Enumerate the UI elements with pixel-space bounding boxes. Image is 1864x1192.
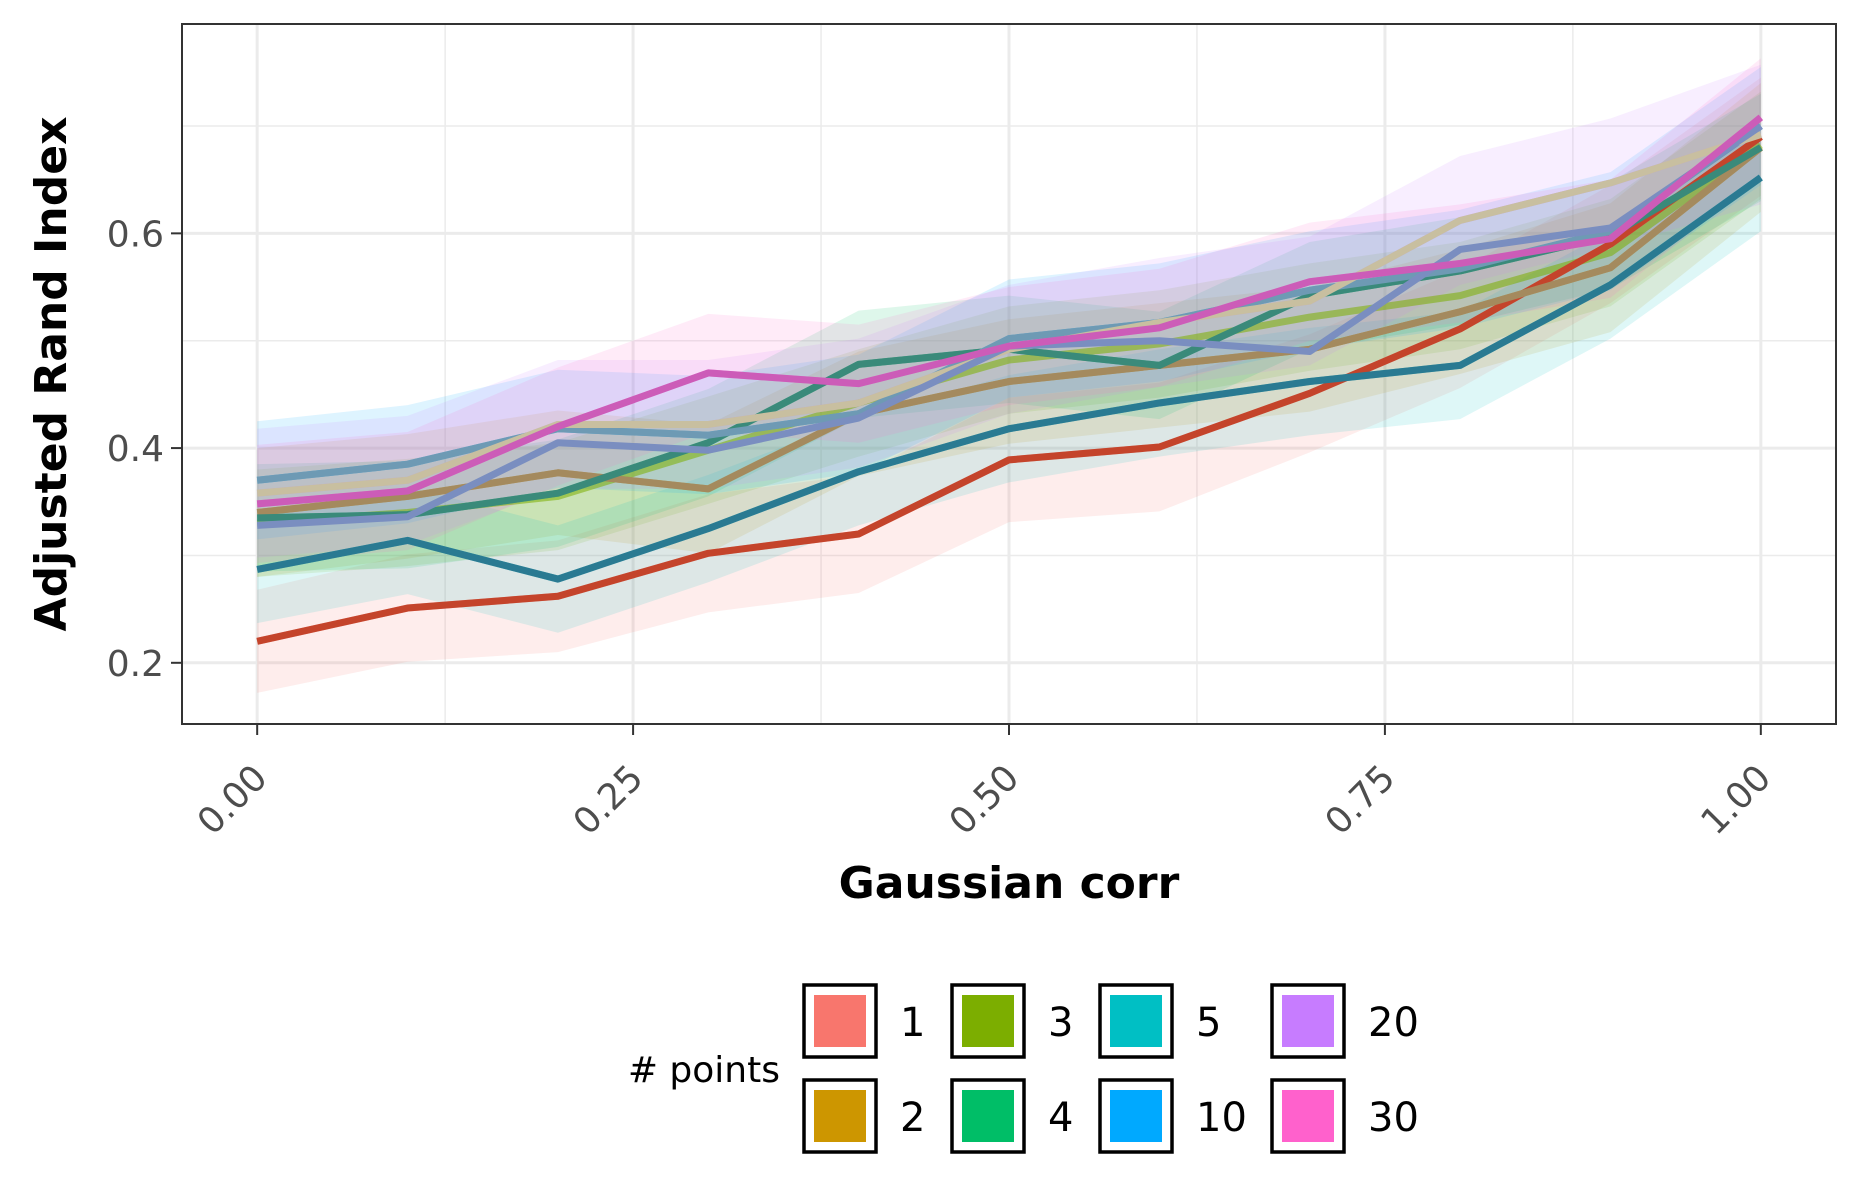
- legend-label-20: 20: [1368, 1000, 1419, 1046]
- y-tick-label: 0.2: [107, 644, 164, 685]
- legend-label-30: 30: [1368, 1095, 1419, 1141]
- legend-label-10: 10: [1196, 1095, 1247, 1141]
- legend-label-5: 5: [1196, 1000, 1221, 1046]
- legend-swatch-4: [962, 1090, 1014, 1142]
- legend-swatch-2: [814, 1090, 866, 1142]
- x-tick-label: 0.50: [942, 757, 1028, 843]
- x-axis-title: Gaussian corr: [839, 858, 1180, 909]
- legend-title: # points: [628, 1050, 780, 1091]
- y-tick-label: 0.4: [107, 429, 164, 470]
- legend-label-2: 2: [900, 1095, 925, 1141]
- blended-line-2: [256, 144, 1764, 516]
- blended-line-8: [256, 114, 1764, 508]
- legend-label-4: 4: [1048, 1095, 1073, 1141]
- y-axis-title: Adjusted Rand Index: [26, 117, 77, 632]
- legend-label-3: 3: [1048, 1000, 1073, 1046]
- legend-swatch-1: [814, 995, 866, 1047]
- x-tick-label: 0.75: [1318, 757, 1404, 843]
- x-tick-label: 0.00: [190, 757, 276, 843]
- legend-swatch-5: [1110, 995, 1162, 1047]
- legend-swatch-30: [1282, 1090, 1334, 1142]
- y-tick-label: 0.6: [107, 214, 164, 255]
- legend: # points 1 3 5 20 2 4 10 30: [628, 983, 1419, 1154]
- x-tick-label: 1.00: [1694, 757, 1780, 843]
- series-lines: [256, 114, 1764, 645]
- ribbon-4: [257, 93, 1761, 572]
- legend-swatch-3: [962, 995, 1014, 1047]
- legend-swatch-20: [1282, 995, 1334, 1047]
- ribbon-3: [257, 91, 1761, 577]
- ribbon-1: [257, 77, 1761, 693]
- blended-line-4: [256, 174, 1763, 583]
- legend-label-1: 1: [900, 1000, 925, 1046]
- x-tick-label: 0.25: [566, 757, 652, 843]
- ribbon-2: [257, 83, 1761, 577]
- legend-swatch-10: [1110, 1090, 1162, 1142]
- ribbon-30: [257, 58, 1761, 563]
